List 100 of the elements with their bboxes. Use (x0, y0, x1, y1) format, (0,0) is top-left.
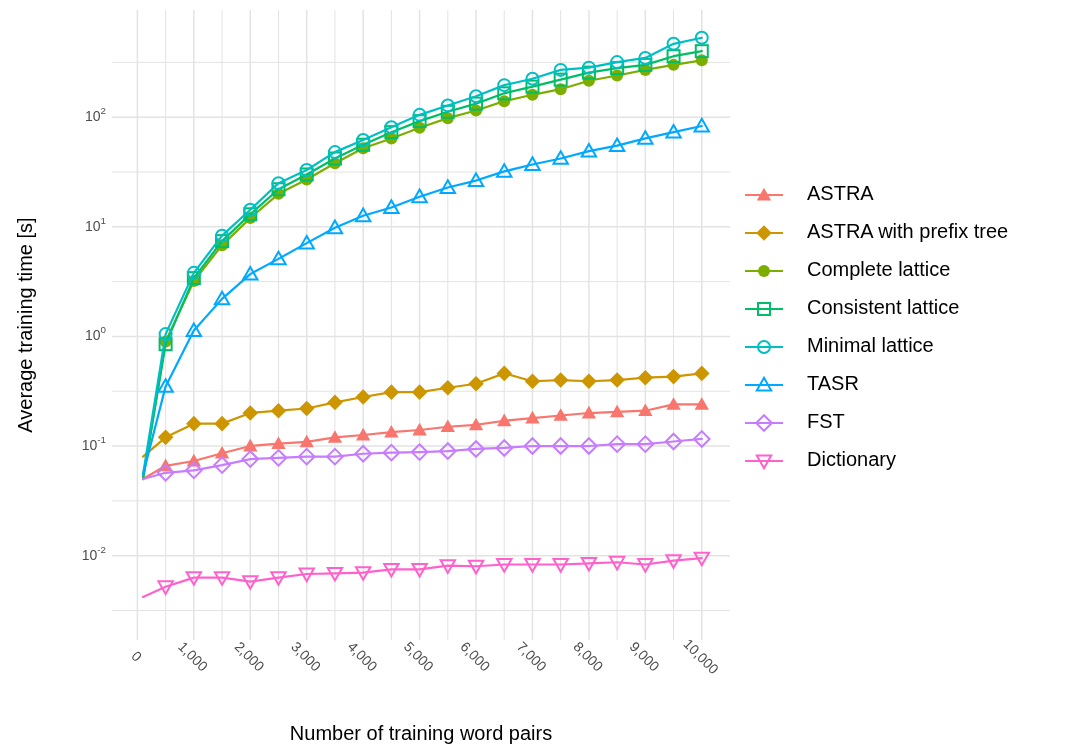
point (439, 179, 457, 194)
point (581, 65, 596, 80)
point (298, 567, 315, 583)
point (468, 375, 484, 392)
point (297, 447, 316, 466)
point (468, 417, 484, 431)
point (186, 415, 202, 432)
point (241, 450, 260, 468)
point (694, 397, 709, 410)
point (158, 327, 173, 342)
point (608, 137, 626, 153)
point (637, 130, 654, 145)
point (355, 427, 371, 441)
point (384, 120, 399, 135)
point (215, 234, 230, 249)
point (299, 167, 314, 182)
point (553, 72, 568, 87)
legend-label: ASTRA (807, 182, 875, 205)
point (552, 372, 569, 388)
point (665, 123, 682, 139)
point (638, 403, 653, 417)
point (552, 558, 569, 573)
point (638, 57, 653, 72)
point (581, 405, 597, 419)
point (636, 435, 655, 453)
point (213, 456, 231, 474)
point (664, 432, 683, 451)
point (610, 55, 625, 70)
point (525, 79, 540, 94)
point (553, 62, 568, 77)
point (467, 559, 485, 575)
point (299, 434, 314, 448)
point (439, 559, 457, 574)
point (156, 463, 175, 482)
point (299, 162, 314, 177)
point (666, 49, 681, 64)
point (354, 566, 372, 581)
point (666, 397, 681, 410)
point (580, 556, 598, 572)
legend-label: TASR (807, 372, 859, 395)
point (581, 373, 597, 390)
point (497, 78, 512, 93)
point (638, 50, 653, 65)
point (185, 461, 203, 480)
point (412, 107, 427, 122)
point (298, 400, 315, 417)
y-tick-label: 10$^{-2}$ (81, 543, 106, 563)
point (694, 44, 709, 59)
point (354, 207, 372, 223)
legend-label: ASTRA with prefix tree (807, 220, 1009, 243)
point (495, 439, 514, 457)
point (186, 271, 201, 286)
legend-label: Complete lattice (807, 258, 951, 281)
point (271, 182, 286, 197)
y-tick-label: 10$^{1}$ (84, 214, 106, 234)
point (439, 442, 457, 460)
point (243, 207, 258, 222)
point (326, 566, 344, 582)
point (327, 430, 343, 443)
point (269, 449, 288, 467)
point (326, 219, 344, 235)
point (157, 378, 174, 393)
point (326, 447, 344, 466)
legend-label: Dictionary (807, 448, 896, 471)
point (382, 443, 401, 462)
point (551, 437, 570, 455)
point (665, 368, 682, 385)
point (610, 61, 625, 76)
point (270, 402, 287, 419)
point (552, 150, 569, 165)
point (496, 365, 513, 382)
x-tick-label: 0 (128, 647, 146, 665)
point (327, 394, 343, 411)
point (496, 558, 513, 573)
point (383, 199, 400, 214)
point (496, 163, 513, 178)
y-tick-label: 10$^{0}$ (84, 324, 107, 344)
point (271, 436, 286, 450)
point (412, 114, 427, 129)
point (469, 96, 484, 111)
point (525, 410, 540, 424)
point (384, 424, 399, 438)
point (410, 443, 429, 461)
point (412, 422, 427, 436)
point (694, 30, 709, 45)
point (637, 369, 654, 386)
point (271, 176, 286, 191)
x-axis-title: Number of training word pairs (289, 722, 553, 744)
point (157, 429, 174, 446)
point (215, 228, 230, 243)
point (242, 405, 259, 421)
point (692, 430, 711, 448)
point (553, 408, 568, 421)
point (158, 337, 173, 352)
point (242, 265, 259, 281)
point (186, 265, 201, 280)
legend-label: Consistent lattice (807, 296, 960, 319)
point (580, 437, 598, 455)
point (243, 202, 258, 217)
point (411, 188, 428, 204)
